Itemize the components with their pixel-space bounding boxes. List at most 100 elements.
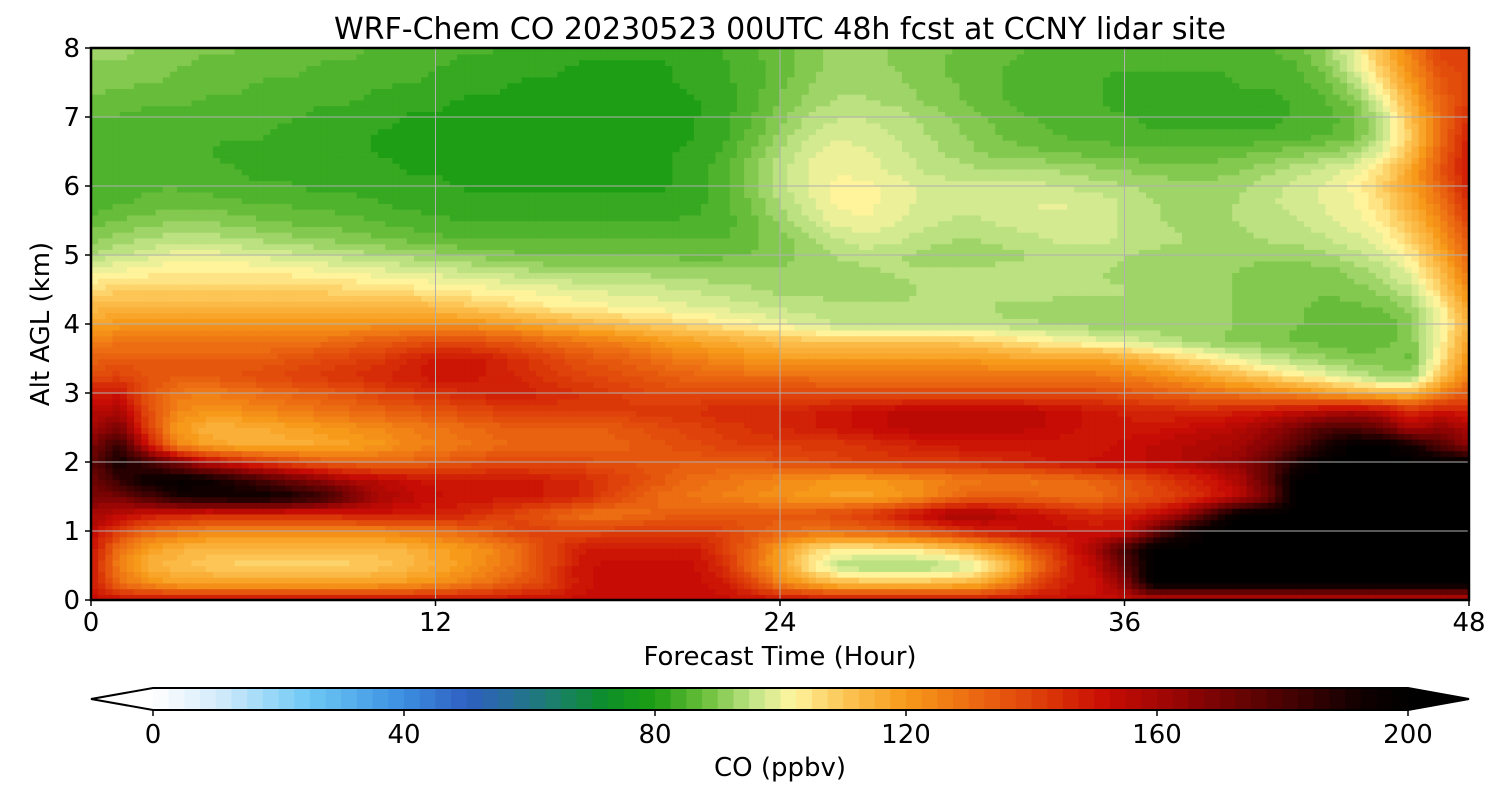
heatmap-cell (1382, 450, 1391, 457)
heatmap-cell (823, 571, 831, 578)
heatmap-cell (772, 577, 781, 584)
heatmap-cell (1311, 594, 1319, 600)
heatmap-cell (220, 536, 229, 544)
heatmap-cell (837, 479, 846, 486)
heatmap-cell (1425, 462, 1434, 469)
heatmap-cell (1311, 559, 1319, 567)
heatmap-cell (148, 594, 157, 600)
heatmap-cell (385, 525, 394, 532)
heatmap-cell (571, 462, 580, 469)
heatmap-cell (1461, 519, 1469, 526)
heatmap-cell (413, 542, 422, 549)
heatmap-cell (937, 559, 946, 567)
heatmap-cell (349, 588, 358, 595)
heatmap-cell (1425, 479, 1434, 486)
heatmap-cell (435, 525, 444, 532)
heatmap-cell (1246, 450, 1255, 457)
heatmap-cell (1016, 565, 1025, 572)
heatmap-cell (1440, 548, 1449, 555)
heatmap-cell (858, 588, 867, 595)
heatmap-cell (1174, 479, 1183, 486)
heatmap-cell (1296, 508, 1305, 515)
heatmap-cell (636, 479, 645, 486)
heatmap-cell (729, 548, 738, 555)
heatmap-cell (1095, 462, 1104, 469)
heatmap-cell (198, 502, 207, 509)
heatmap-cell (1203, 548, 1212, 555)
heatmap-cell (320, 462, 329, 469)
heatmap-cell (1146, 519, 1154, 526)
heatmap-cell (643, 508, 652, 515)
heatmap-cell (413, 519, 422, 526)
heatmap-cell (851, 542, 860, 549)
heatmap-cell (815, 485, 824, 492)
heatmap-cell (184, 594, 193, 600)
heatmap-cell (1253, 554, 1262, 561)
heatmap-cell (464, 536, 473, 544)
heatmap-cell (363, 513, 372, 521)
heatmap-cell (442, 467, 451, 475)
heatmap-cell (514, 450, 523, 457)
heatmap-cell (485, 462, 494, 469)
heatmap-cell (1196, 508, 1205, 515)
heatmap-cell (851, 577, 860, 584)
heatmap-cell (241, 536, 250, 544)
heatmap-cell (457, 519, 465, 526)
heatmap-cell (1181, 479, 1190, 486)
heatmap-cell (378, 582, 386, 590)
heatmap-cell (1390, 490, 1398, 498)
heatmap-cell (844, 519, 853, 526)
heatmap-cell (1425, 531, 1434, 538)
heatmap-cell (514, 531, 523, 538)
heatmap-cell (1375, 513, 1384, 521)
heatmap-cell (1153, 490, 1162, 498)
heatmap-cell (1160, 554, 1169, 561)
heatmap-cell (1024, 473, 1032, 480)
heatmap-cell (1397, 485, 1406, 492)
heatmap-cell (923, 519, 932, 526)
heatmap-cell (1009, 502, 1018, 509)
heatmap-cell (1217, 542, 1226, 549)
heatmap-cell (1052, 531, 1061, 538)
heatmap-cell (744, 502, 752, 509)
heatmap-cell (1174, 559, 1183, 567)
heatmap-cell (1325, 565, 1334, 572)
heatmap-cell (1447, 588, 1456, 595)
heatmap-cell (478, 548, 487, 555)
heatmap-cell (1425, 456, 1434, 463)
heatmap-cell (1102, 508, 1111, 515)
heatmap-cell (557, 577, 566, 584)
heatmap-cell (1024, 450, 1032, 457)
heatmap-cell (1332, 582, 1341, 590)
heatmap-cell (1138, 531, 1147, 538)
heatmap-cell (772, 519, 781, 526)
heatmap-cell (858, 571, 867, 578)
heatmap-cell (421, 496, 430, 503)
heatmap-cell (1375, 519, 1384, 526)
heatmap-cell (736, 473, 745, 480)
heatmap-cell (1146, 456, 1154, 463)
heatmap-cell (220, 513, 229, 521)
heatmap-cell (858, 473, 867, 480)
heatmap-cell (701, 508, 709, 515)
heatmap-cell (234, 594, 243, 600)
heatmap-cell (1181, 456, 1190, 463)
heatmap-cell (966, 531, 975, 538)
heatmap-cell (478, 479, 487, 486)
heatmap-cell (1346, 531, 1355, 538)
heatmap-cell (1433, 485, 1441, 492)
heatmap-cell (1124, 571, 1133, 578)
heatmap-cell (571, 456, 580, 463)
heatmap-cell (887, 479, 896, 486)
heatmap-cell (1181, 582, 1190, 590)
heatmap-cell (1268, 531, 1276, 538)
heatmap-cell (729, 479, 738, 486)
heatmap-cell (98, 479, 107, 486)
heatmap-cell (550, 594, 559, 600)
heatmap-cell (1024, 525, 1032, 532)
heatmap-cell (1404, 467, 1413, 475)
heatmap-cell (1045, 559, 1054, 567)
heatmap-cell (1117, 479, 1126, 486)
heatmap-cell (1232, 502, 1241, 509)
